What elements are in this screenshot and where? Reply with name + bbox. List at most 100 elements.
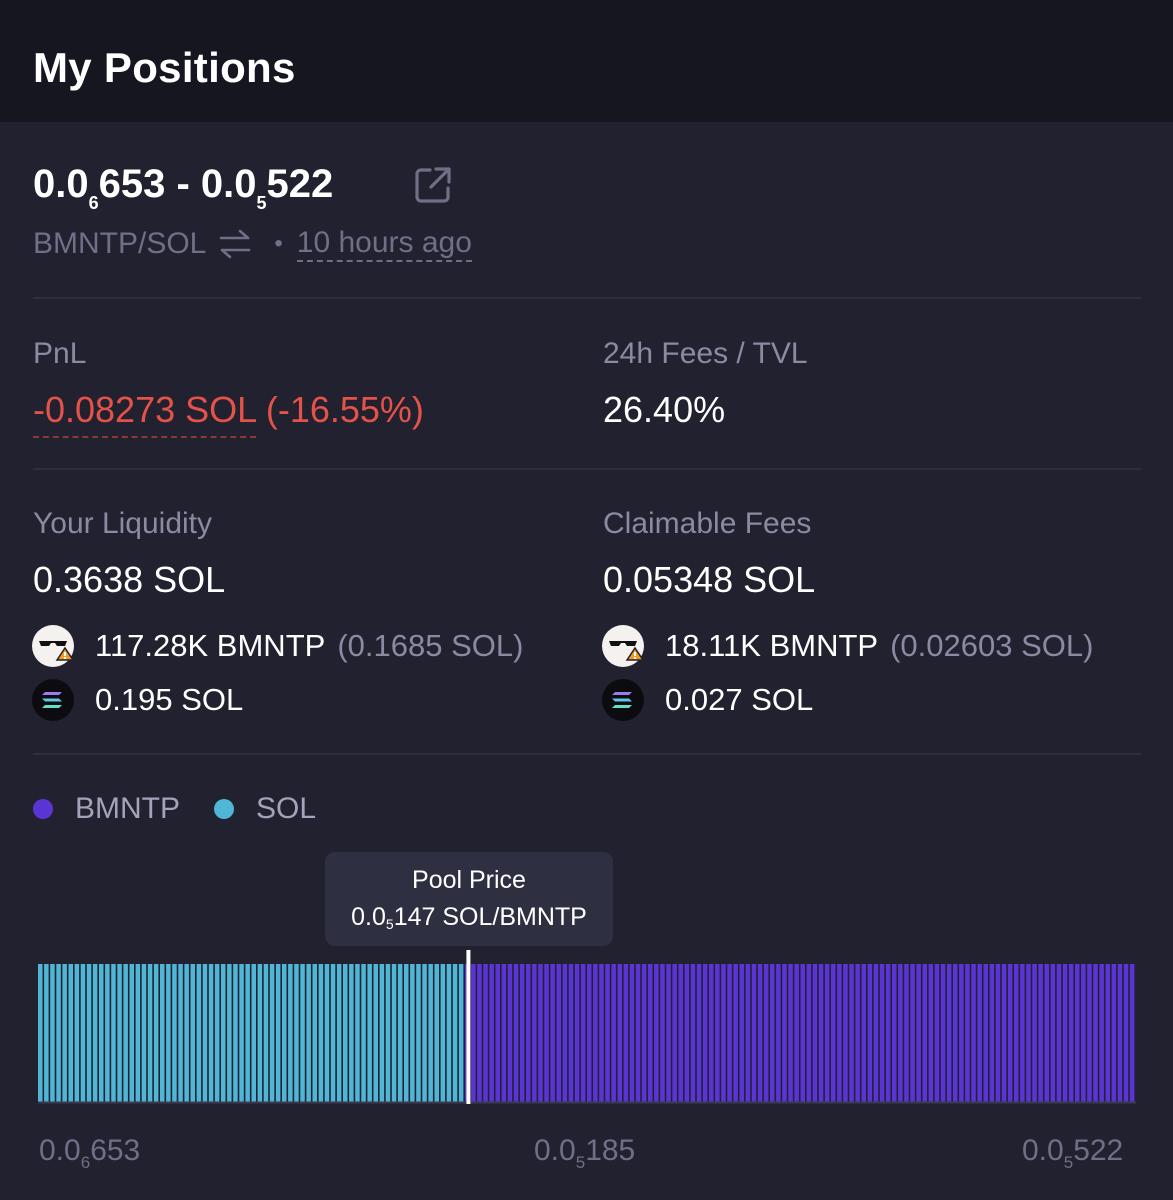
bar-sol[interactable] — [196, 964, 202, 1102]
bar-sol[interactable] — [385, 964, 391, 1102]
bar-sol[interactable] — [282, 964, 287, 1102]
bar-sol[interactable] — [208, 964, 214, 1102]
bar-sol[interactable] — [141, 964, 147, 1102]
bar-bmntp[interactable] — [934, 964, 940, 1102]
pnl-amount[interactable]: -0.08273 SOL — [33, 389, 256, 438]
bar-bmntp[interactable] — [617, 964, 623, 1102]
bar-bmntp[interactable] — [904, 964, 909, 1102]
external-link-icon[interactable] — [414, 166, 452, 204]
bar-sol[interactable] — [56, 964, 61, 1102]
bar-bmntp[interactable] — [550, 964, 555, 1102]
bar-bmntp[interactable] — [995, 964, 1001, 1102]
bar-sol[interactable] — [349, 964, 354, 1102]
bar-sol[interactable] — [178, 964, 183, 1102]
bar-bmntp[interactable] — [831, 964, 836, 1102]
bar-bmntp[interactable] — [727, 964, 732, 1102]
bar-bmntp[interactable] — [940, 964, 946, 1102]
bar-bmntp[interactable] — [721, 964, 726, 1102]
bar-bmntp[interactable] — [1129, 964, 1135, 1102]
bar-sol[interactable] — [38, 964, 43, 1102]
bar-bmntp[interactable] — [678, 964, 684, 1102]
bar-sol[interactable] — [190, 964, 196, 1102]
bar-bmntp[interactable] — [501, 964, 507, 1102]
bar-bmntp[interactable] — [983, 964, 989, 1102]
bar-sol[interactable] — [129, 964, 135, 1102]
bar-bmntp[interactable] — [715, 964, 720, 1102]
bar-bmntp[interactable] — [879, 964, 885, 1102]
bar-bmntp[interactable] — [763, 964, 769, 1102]
bar-bmntp[interactable] — [1007, 964, 1013, 1102]
bar-bmntp[interactable] — [477, 964, 482, 1102]
bar-bmntp[interactable] — [1062, 964, 1068, 1102]
bar-bmntp[interactable] — [562, 964, 568, 1102]
bar-bmntp[interactable] — [1014, 964, 1019, 1102]
bar-bmntp[interactable] — [495, 964, 501, 1102]
bar-sol[interactable] — [379, 964, 385, 1102]
bar-sol[interactable] — [221, 964, 226, 1102]
bar-bmntp[interactable] — [690, 964, 696, 1102]
bar-bmntp[interactable] — [757, 964, 763, 1102]
bar-bmntp[interactable] — [593, 964, 598, 1102]
bar-bmntp[interactable] — [953, 964, 958, 1102]
bar-bmntp[interactable] — [806, 964, 812, 1102]
bar-sol[interactable] — [324, 964, 330, 1102]
bar-sol[interactable] — [233, 964, 238, 1102]
bar-bmntp[interactable] — [782, 964, 787, 1102]
bar-bmntp[interactable] — [513, 964, 519, 1102]
bar-bmntp[interactable] — [507, 964, 513, 1102]
bar-sol[interactable] — [300, 964, 305, 1102]
bar-bmntp[interactable] — [1075, 964, 1080, 1102]
bar-bmntp[interactable] — [684, 964, 690, 1102]
bar-bmntp[interactable] — [660, 964, 665, 1102]
bar-bmntp[interactable] — [556, 964, 562, 1102]
bar-bmntp[interactable] — [489, 964, 494, 1102]
bar-bmntp[interactable] — [641, 964, 647, 1102]
bar-bmntp[interactable] — [532, 964, 537, 1102]
time-ago[interactable]: 10 hours ago — [296, 226, 472, 262]
bar-bmntp[interactable] — [959, 964, 964, 1102]
bar-bmntp[interactable] — [885, 964, 891, 1102]
bar-bmntp[interactable] — [910, 964, 915, 1102]
bar-sol[interactable] — [239, 964, 244, 1102]
bar-bmntp[interactable] — [977, 964, 982, 1102]
bar-sol[interactable] — [123, 964, 128, 1102]
bar-sol[interactable] — [172, 964, 177, 1102]
bar-sol[interactable] — [294, 964, 299, 1102]
bar-sol[interactable] — [44, 964, 49, 1102]
bar-bmntp[interactable] — [1081, 964, 1086, 1102]
bar-bmntp[interactable] — [916, 964, 921, 1102]
pnl-value[interactable]: -0.08273 SOL (-16.55%) — [33, 389, 424, 438]
bar-sol[interactable] — [434, 964, 440, 1102]
bar-bmntp[interactable] — [629, 964, 635, 1102]
bar-sol[interactable] — [166, 964, 171, 1102]
bar-sol[interactable] — [416, 964, 421, 1102]
bar-sol[interactable] — [92, 964, 98, 1102]
bar-bmntp[interactable] — [824, 964, 830, 1102]
bar-bmntp[interactable] — [1020, 964, 1025, 1102]
bar-sol[interactable] — [275, 964, 281, 1102]
bar-bmntp[interactable] — [892, 964, 897, 1102]
bar-sol[interactable] — [263, 964, 269, 1102]
bar-bmntp[interactable] — [654, 964, 659, 1102]
bar-bmntp[interactable] — [843, 964, 848, 1102]
bar-bmntp[interactable] — [1087, 964, 1092, 1102]
bar-bmntp[interactable] — [1050, 964, 1056, 1102]
bar-bmntp[interactable] — [1111, 964, 1117, 1102]
bar-bmntp[interactable] — [538, 964, 543, 1102]
bar-bmntp[interactable] — [580, 964, 586, 1102]
bar-sol[interactable] — [50, 964, 55, 1102]
bar-sol[interactable] — [160, 964, 165, 1102]
bar-bmntp[interactable] — [1068, 964, 1074, 1102]
bar-bmntp[interactable] — [1105, 964, 1111, 1102]
bar-bmntp[interactable] — [1056, 964, 1062, 1102]
bar-sol[interactable] — [391, 964, 397, 1102]
liquidity-distribution-chart[interactable] — [0, 950, 1173, 1115]
bar-bmntp[interactable] — [1001, 964, 1007, 1102]
bar-sol[interactable] — [62, 964, 67, 1102]
bar-bmntp[interactable] — [946, 964, 952, 1102]
bar-bmntp[interactable] — [898, 964, 903, 1102]
bar-bmntp[interactable] — [873, 964, 879, 1102]
bar-sol[interactable] — [99, 964, 104, 1102]
bar-bmntp[interactable] — [1093, 964, 1098, 1102]
bar-sol[interactable] — [397, 964, 403, 1102]
